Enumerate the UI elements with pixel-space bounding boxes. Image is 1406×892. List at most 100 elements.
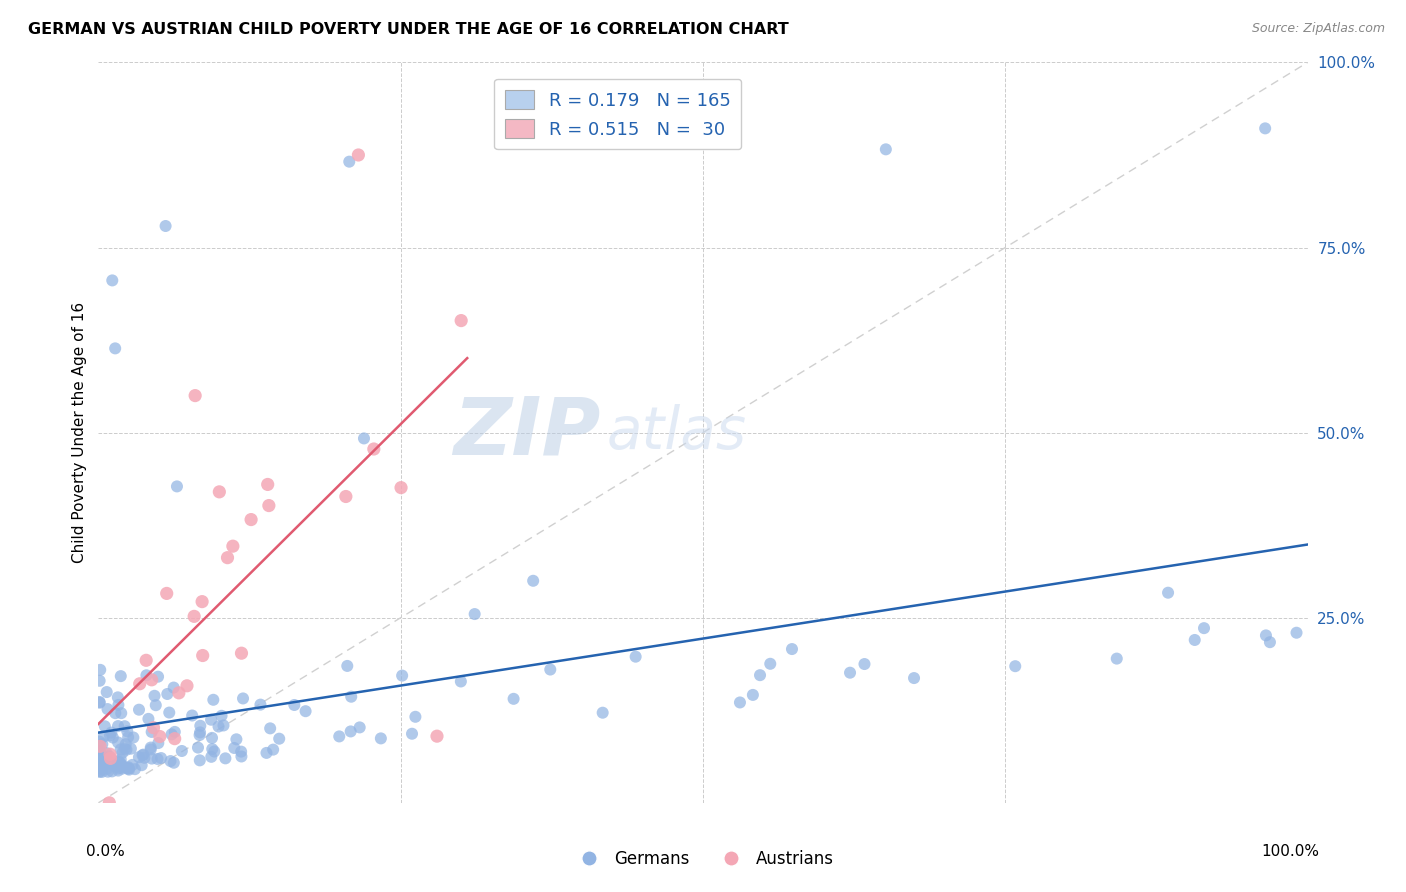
Point (163, 731, 186, 746)
Point (93, 730, 115, 744)
Text: GERMAN VS AUSTRIAN CHILD POVERTY UNDER THE AGE OF 16 CORRELATION CHART: GERMAN VS AUSTRIAN CHILD POVERTY UNDER T… (28, 22, 789, 37)
Point (89, 696, 111, 710)
Point (135, 653, 157, 667)
Point (336, 659, 359, 673)
Point (191, 594, 214, 608)
Point (340, 690, 363, 704)
Point (262, 742, 284, 756)
Point (100, 751, 122, 765)
Point (283, 698, 305, 712)
Point (212, 718, 235, 732)
Point (89, 752, 111, 766)
Point (91, 762, 114, 776)
Point (728, 696, 751, 710)
Point (156, 687, 179, 701)
Point (94, 719, 117, 733)
Point (231, 646, 253, 660)
Point (93, 754, 115, 768)
Point (131, 748, 153, 763)
Point (107, 755, 129, 769)
Point (107, 762, 129, 776)
Point (111, 758, 134, 772)
Point (111, 746, 134, 760)
Point (188, 719, 211, 733)
Point (89, 764, 111, 779)
Point (115, 742, 138, 756)
Point (391, 668, 413, 682)
Point (141, 725, 163, 739)
Point (240, 512, 263, 526)
Text: atlas: atlas (606, 404, 747, 461)
Point (89, 757, 111, 772)
Point (156, 586, 179, 600)
Point (89, 739, 111, 753)
Point (1285, 625, 1308, 640)
Point (143, 689, 166, 703)
Point (450, 313, 472, 327)
Point (159, 754, 181, 768)
Point (166, 479, 188, 493)
Point (749, 668, 772, 682)
Point (522, 574, 544, 588)
Point (145, 698, 167, 713)
Point (141, 673, 163, 687)
Point (202, 744, 225, 758)
Point (139, 742, 162, 756)
Point (107, 719, 129, 733)
Point (170, 744, 193, 758)
Point (426, 729, 449, 743)
Point (89, 758, 111, 772)
Point (110, 706, 132, 720)
Point (90, 747, 112, 761)
Point (160, 727, 183, 741)
Point (98, 796, 121, 810)
Y-axis label: Child Poverty Under the Age of 16: Child Poverty Under the Age of 16 (72, 302, 87, 563)
Point (121, 758, 143, 772)
Point (257, 499, 280, 513)
Point (353, 431, 375, 445)
Point (114, 741, 136, 756)
Legend: R = 0.179   N = 165, R = 0.515   N =  30: R = 0.179 N = 165, R = 0.515 N = 30 (495, 78, 741, 149)
Point (107, 698, 129, 712)
Point (184, 388, 207, 402)
Point (114, 719, 136, 733)
Point (256, 477, 278, 491)
Point (91, 737, 114, 751)
Point (1157, 585, 1180, 599)
Point (138, 712, 160, 726)
Point (347, 148, 370, 162)
Point (1105, 651, 1128, 665)
Text: 100.0%: 100.0% (1261, 844, 1320, 858)
Point (117, 724, 139, 739)
Point (149, 730, 172, 744)
Point (96, 762, 118, 776)
Point (98, 747, 121, 761)
Point (328, 730, 350, 744)
Point (155, 219, 177, 233)
Point (759, 657, 782, 671)
Point (150, 751, 173, 765)
Point (124, 762, 146, 776)
Point (259, 722, 281, 736)
Point (1192, 621, 1215, 635)
Point (117, 762, 139, 776)
Point (464, 607, 486, 621)
Point (89, 756, 111, 770)
Point (363, 442, 385, 456)
Point (90, 749, 112, 764)
Point (111, 762, 134, 776)
Point (89, 734, 111, 748)
Point (141, 751, 163, 765)
Point (207, 719, 229, 733)
Point (89, 739, 111, 754)
Point (187, 740, 209, 755)
Point (181, 708, 204, 723)
Point (200, 749, 222, 764)
Point (135, 668, 157, 682)
Text: Source: ZipAtlas.com: Source: ZipAtlas.com (1251, 22, 1385, 36)
Point (167, 686, 190, 700)
Point (108, 756, 131, 770)
Point (222, 539, 245, 553)
Point (89, 663, 111, 677)
Point (191, 648, 214, 663)
